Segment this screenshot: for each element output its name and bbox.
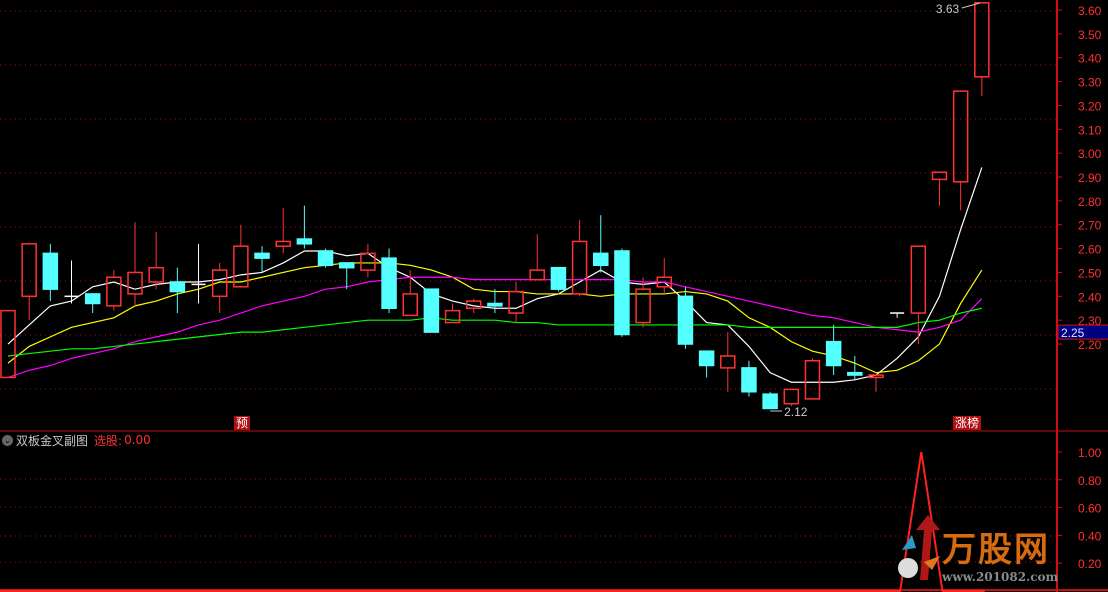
candle-body xyxy=(42,252,59,290)
candle-body xyxy=(571,240,588,295)
y-tick-label: 3.60 xyxy=(1078,4,1102,18)
marker-yu: 预 xyxy=(234,416,251,430)
candle-body xyxy=(783,388,800,405)
candle-body xyxy=(698,350,715,367)
current-price-label: 2.25 xyxy=(1061,326,1085,340)
candle-body xyxy=(148,266,164,283)
ma-line-2 xyxy=(7,276,983,379)
candle-body xyxy=(402,293,418,317)
y-tick-label: 2.20 xyxy=(1078,338,1102,352)
sub-y-tick-label: 0.60 xyxy=(1078,502,1102,516)
sub-chart-header: ⌄ 双板金叉副图 选股: 0.00 xyxy=(2,432,151,448)
candle-body xyxy=(974,2,990,78)
candle-body xyxy=(593,252,609,267)
candle-body xyxy=(550,266,567,290)
candle-body xyxy=(635,288,651,324)
y-tick-label: 2.60 xyxy=(1078,243,1102,257)
y-tick-label: 3.40 xyxy=(1078,52,1102,66)
y-tick-label: 3.00 xyxy=(1078,147,1102,161)
mascot-icon xyxy=(898,515,940,580)
logo-url: www.201082.com xyxy=(942,570,1059,584)
candle-body xyxy=(169,281,186,293)
y-tick-label: 2.70 xyxy=(1078,219,1102,233)
candle-body xyxy=(720,355,736,369)
high-price-label: 3.63 xyxy=(936,2,960,16)
candle-body xyxy=(211,269,228,298)
candle-body xyxy=(868,374,884,379)
candle-body xyxy=(825,340,842,367)
y-tick-label: 2.40 xyxy=(1078,290,1102,304)
candle-body xyxy=(487,302,503,307)
candle-body xyxy=(360,252,376,271)
candle-body xyxy=(254,252,270,259)
candlesticks xyxy=(0,2,990,410)
candle-body xyxy=(741,367,757,393)
sub-y-tick-label: 0.20 xyxy=(1078,557,1102,571)
y-tick-label: 3.50 xyxy=(1078,28,1102,42)
candle-body xyxy=(0,309,16,379)
candle-body xyxy=(338,262,355,269)
sub-chart-value: 0.00 xyxy=(124,433,151,447)
sub-y-tick-label: 0.80 xyxy=(1078,474,1102,488)
y-tick-label: 2.80 xyxy=(1078,195,1102,209)
candle-body xyxy=(529,269,545,281)
candle-body xyxy=(847,371,863,376)
candle-body xyxy=(275,240,291,247)
candle-body xyxy=(127,271,143,295)
chevron-down-icon[interactable]: ⌄ xyxy=(2,434,13,446)
candle-body xyxy=(465,300,482,310)
candle-body xyxy=(21,243,37,298)
candle-body xyxy=(84,293,101,305)
sub-chart-title: 双板金叉副图 xyxy=(16,433,89,448)
candle-body xyxy=(106,276,122,307)
candle-body xyxy=(614,250,630,336)
annotations: 3.63 2.12 xyxy=(770,2,980,419)
candle-body xyxy=(381,257,397,310)
sub-y-tick-label: 1.00 xyxy=(1078,446,1102,460)
candle-body xyxy=(804,359,821,400)
candle-body xyxy=(656,276,673,288)
candle-body xyxy=(677,295,694,345)
sub-chart-label: 选股: xyxy=(94,433,123,448)
candle-body xyxy=(762,393,778,410)
candle-body xyxy=(444,309,461,324)
y-tick-label: 3.20 xyxy=(1078,99,1102,113)
candle-body xyxy=(952,90,969,183)
ma-line-3 xyxy=(7,307,982,357)
candle-body xyxy=(317,250,334,267)
candle-body xyxy=(423,288,440,333)
sub-y-tick-label: 0.40 xyxy=(1078,529,1102,543)
candle-body xyxy=(233,245,249,288)
candle-body xyxy=(910,245,927,314)
signal-line xyxy=(0,451,985,592)
candle-body xyxy=(296,238,313,245)
y-tick-label: 2.50 xyxy=(1078,266,1102,280)
marker-zhangbang: 涨榜 xyxy=(953,416,982,430)
sub-chart-signal xyxy=(0,451,985,592)
watermark-logo: 万股网 www.201082.com xyxy=(890,510,1090,590)
logo-text: 万股网 xyxy=(942,530,1050,570)
price-axis: 3.60 3.50 3.40 3.30 3.20 3.10 3.00 2.90 2.80 2.70… xyxy=(1056,0,1108,592)
y-tick-label: 3.10 xyxy=(1078,123,1102,137)
low-price-label: 2.12 xyxy=(784,405,808,419)
candle-body xyxy=(931,171,948,181)
y-tick-label: 3.30 xyxy=(1078,76,1102,90)
current-price-box xyxy=(1057,324,1108,340)
y-tick-label: 2.90 xyxy=(1078,171,1102,185)
candle-body xyxy=(508,290,524,314)
gridlines xyxy=(0,10,1108,591)
high-arrow-icon xyxy=(961,2,980,9)
